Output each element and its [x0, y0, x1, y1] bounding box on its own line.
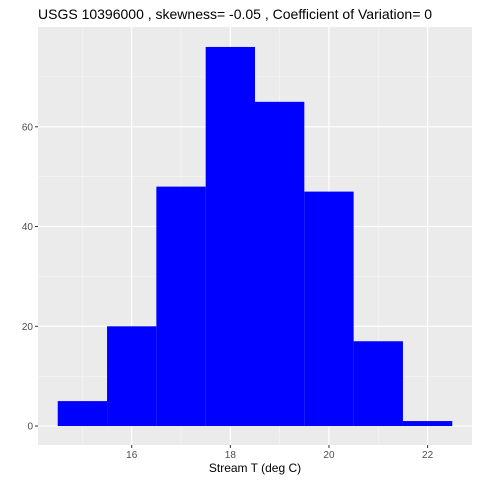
- y-tick-label: 60: [22, 122, 34, 133]
- y-tick-label: 20: [22, 322, 34, 333]
- x-tick-label: 18: [225, 450, 237, 461]
- x-tick-label: 16: [126, 450, 138, 461]
- y-axis: 0 20 40 60: [22, 122, 38, 433]
- histogram-bar: [205, 46, 255, 427]
- chart-title: USGS 10396000 , skewness= -0.05 , Coeffi…: [38, 6, 432, 22]
- histogram-bar: [402, 421, 453, 427]
- x-axis: 16 18 20 22: [126, 445, 434, 461]
- histogram-bar: [353, 341, 403, 427]
- x-axis-title: Stream T (deg C): [209, 461, 301, 475]
- histogram-bar: [255, 101, 305, 427]
- histogram-bar: [107, 326, 157, 427]
- y-tick-label: 0: [27, 422, 33, 433]
- histogram-bar: [57, 401, 108, 427]
- histogram-bars: [57, 46, 453, 427]
- histogram-bar: [304, 191, 354, 427]
- x-tick-label: 22: [422, 450, 434, 461]
- y-tick-label: 40: [22, 222, 34, 233]
- histogram-bar: [156, 186, 206, 427]
- x-tick-label: 20: [323, 450, 335, 461]
